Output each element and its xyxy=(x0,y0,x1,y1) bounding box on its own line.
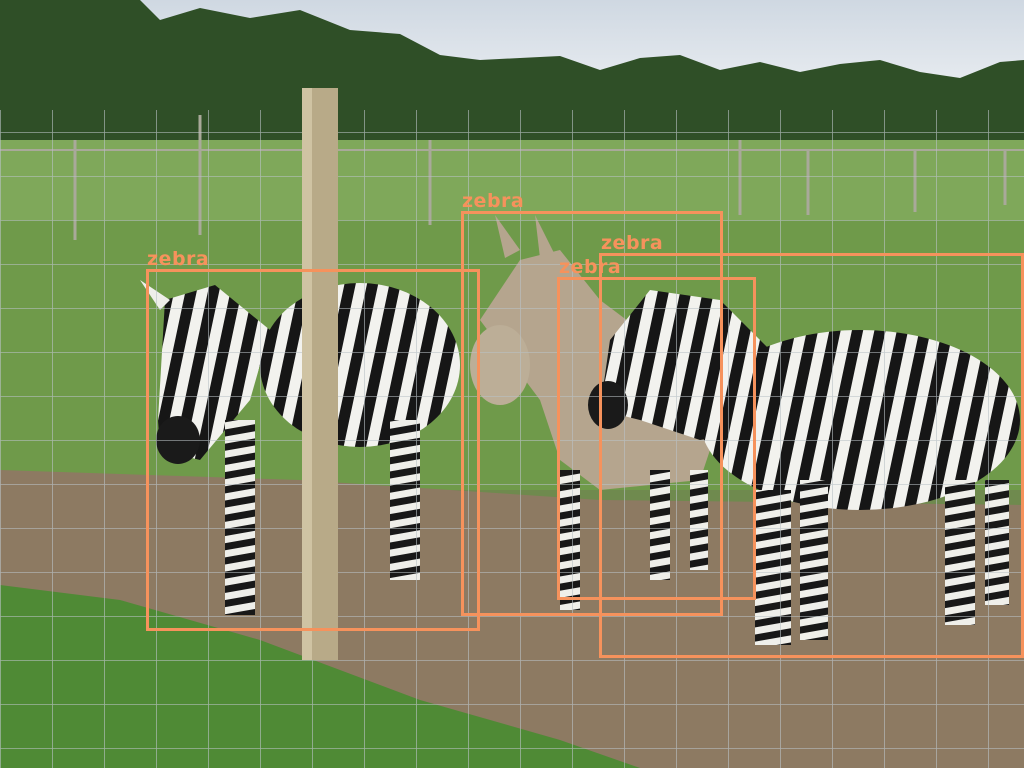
detection-box-zebra-1 xyxy=(146,269,480,631)
wire-fence xyxy=(0,110,1024,768)
detection-box-zebra-4 xyxy=(557,277,756,600)
detection-label-zebra-4: zebra xyxy=(559,256,622,278)
detection-box-zebra-2 xyxy=(461,211,723,616)
detection-label-zebra-2: zebra xyxy=(462,190,525,212)
detection-box-zebra-3 xyxy=(599,253,1024,658)
detection-label-zebra-3: zebra xyxy=(601,232,664,254)
detection-label-zebra-1: zebra xyxy=(147,248,210,270)
